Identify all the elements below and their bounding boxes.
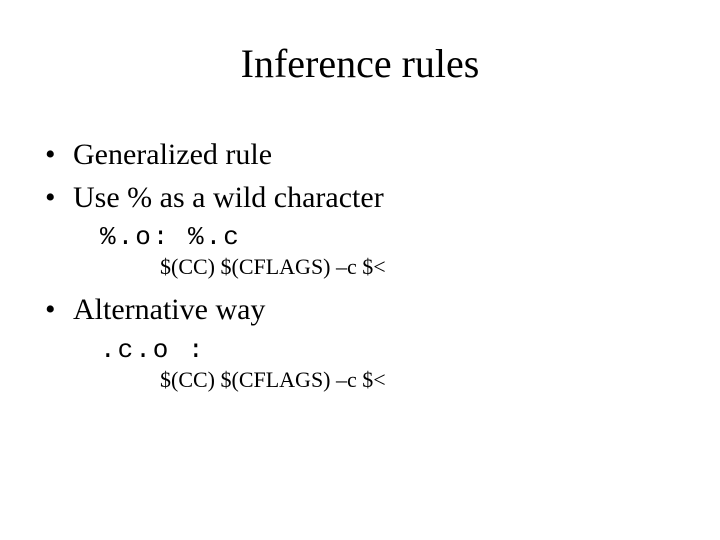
code-line: $(CC) $(CFLAGS) –c $< — [45, 367, 675, 393]
code-line: %.o: %.c — [45, 222, 675, 252]
code-line: $(CC) $(CFLAGS) –c $< — [45, 254, 675, 280]
bullet-list: Generalized rule Use % as a wild charact… — [45, 135, 675, 218]
bullet-list-2: Alternative way — [45, 290, 675, 331]
bullet-item: Use % as a wild character — [45, 178, 675, 219]
code-line: .c.o : — [45, 335, 675, 365]
bullet-item: Generalized rule — [45, 135, 675, 176]
slide-title: Inference rules — [45, 40, 675, 87]
slide: Inference rules Generalized rule Use % a… — [0, 0, 720, 540]
bullet-item: Alternative way — [45, 290, 675, 331]
